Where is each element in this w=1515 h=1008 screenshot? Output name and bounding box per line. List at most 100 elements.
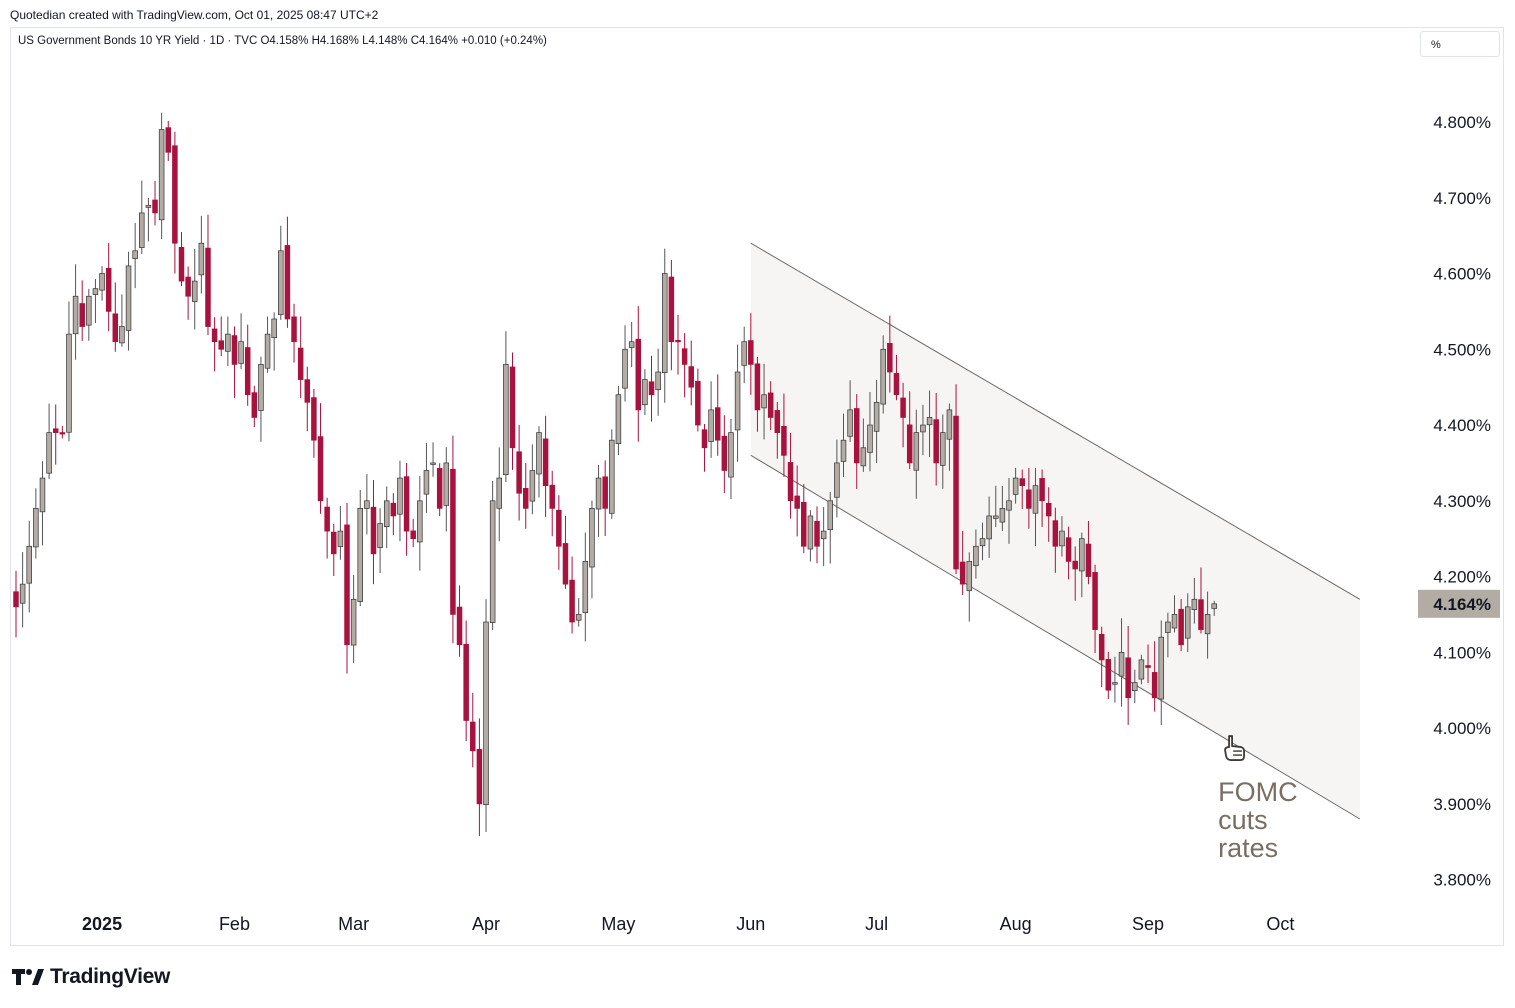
candle [959, 530, 966, 596]
candle [357, 489, 363, 607]
candle [476, 718, 483, 836]
candle [92, 279, 99, 324]
candle [814, 506, 820, 564]
candle [1032, 468, 1039, 546]
candle [1184, 593, 1191, 653]
candle [46, 403, 52, 479]
candle [443, 447, 450, 532]
candle [847, 380, 853, 442]
candle [993, 485, 999, 528]
annotation-text: FOMC [1218, 777, 1297, 807]
chart-caption: Quotedian created with TradingView.com, … [10, 8, 379, 22]
candle [542, 415, 549, 517]
candle [1198, 567, 1204, 634]
candle [205, 214, 211, 336]
candle [827, 491, 834, 564]
annotation-text: cuts [1218, 805, 1268, 835]
candle [291, 303, 297, 363]
candle [105, 242, 112, 332]
candle [1079, 532, 1085, 598]
candle [417, 475, 423, 571]
candle [423, 443, 430, 514]
candle [1204, 591, 1211, 659]
candle [139, 180, 145, 255]
candle [59, 425, 66, 439]
candle [503, 331, 509, 483]
candle [1132, 669, 1138, 704]
candle [688, 340, 694, 406]
y-tick-label: 4.800% [1433, 113, 1491, 132]
candle [390, 493, 397, 536]
candle [662, 248, 668, 403]
candle [244, 324, 251, 406]
candle [297, 316, 304, 399]
channel-lower-line [750, 454, 1361, 820]
candle [33, 488, 39, 559]
candle [483, 599, 489, 832]
x-tick-label: Mar [338, 914, 369, 934]
y-tick-label: 4.400% [1433, 416, 1491, 435]
candle [748, 313, 754, 395]
candle [1178, 599, 1184, 652]
candle [615, 385, 622, 456]
candle [569, 556, 575, 634]
candle [761, 363, 767, 440]
candle [304, 366, 311, 432]
candle [1112, 656, 1118, 703]
candle [436, 463, 443, 517]
candle [860, 418, 867, 472]
candle [973, 529, 979, 579]
candle [562, 515, 569, 589]
candle [721, 415, 728, 494]
candle [211, 317, 218, 372]
x-tick-label: May [601, 914, 635, 934]
candle [880, 335, 886, 414]
candle [19, 552, 26, 628]
candle [940, 414, 946, 489]
candle [609, 429, 615, 519]
candle [470, 692, 476, 768]
candle [1012, 467, 1019, 504]
candle [575, 598, 582, 627]
candle [158, 112, 165, 239]
candle [364, 474, 370, 535]
candle [622, 325, 628, 402]
candle [834, 439, 840, 518]
candle [953, 384, 959, 575]
candle [99, 266, 105, 301]
candle [920, 404, 926, 456]
candle [933, 392, 939, 486]
candle [1065, 526, 1072, 580]
candle [642, 369, 648, 415]
candle [840, 413, 847, 478]
chart-frame [10, 27, 1504, 946]
candle [794, 465, 800, 537]
candle [801, 484, 807, 554]
x-tick-label: Oct [1266, 914, 1294, 934]
candle [556, 495, 562, 570]
scale-mode-button[interactable]: % [1420, 31, 1500, 57]
tradingview-logo[interactable]: TradingView [12, 964, 170, 990]
candle [1006, 478, 1012, 544]
candle [410, 518, 416, 548]
candle [913, 409, 920, 499]
candle [1158, 620, 1165, 726]
candle [1145, 644, 1151, 684]
pointing-hand-icon [1224, 735, 1245, 761]
candle [403, 463, 410, 556]
candle [377, 508, 383, 573]
candle [112, 282, 119, 352]
candle [132, 222, 138, 289]
x-tick-label: Jul [865, 914, 888, 934]
candle [178, 232, 185, 287]
y-tick-label: 3.800% [1433, 871, 1491, 890]
candle [602, 460, 608, 536]
candle [595, 464, 602, 537]
candle [311, 388, 317, 458]
candle [1191, 577, 1198, 624]
x-tick-label: 2025 [82, 914, 122, 934]
candle [344, 503, 350, 674]
candle [79, 280, 85, 341]
